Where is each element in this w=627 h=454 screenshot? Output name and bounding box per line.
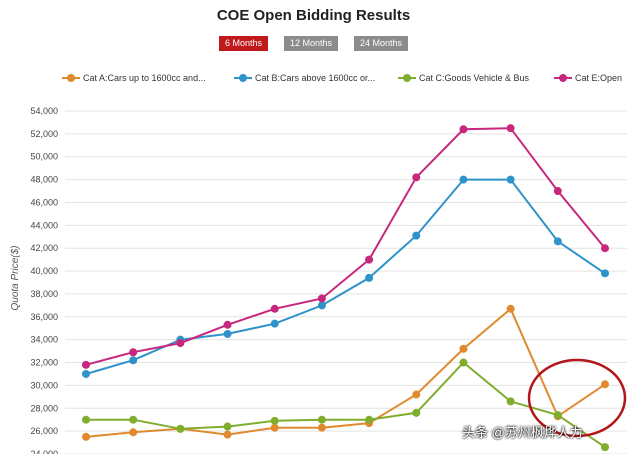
- data-point[interactable]: [506, 124, 515, 133]
- data-point[interactable]: [553, 237, 562, 246]
- y-tick-label: 48,000: [30, 175, 58, 185]
- data-point[interactable]: [129, 348, 138, 357]
- legend-marker-icon: [554, 73, 572, 83]
- y-tick-label: 52,000: [30, 129, 58, 139]
- legend-marker-icon: [62, 73, 80, 83]
- data-point[interactable]: [365, 415, 374, 424]
- y-tick-label: 36,000: [30, 312, 58, 322]
- chart-legend: Cat A:Cars up to 1600cc and... Cat B:Car…: [0, 72, 627, 86]
- series-1: [82, 175, 609, 378]
- highlight-circle: [527, 358, 627, 438]
- legend-item-cat-c[interactable]: Cat C:Goods Vehicle & Bus: [398, 72, 529, 83]
- data-point[interactable]: [553, 411, 562, 420]
- data-point[interactable]: [412, 173, 421, 182]
- series-line: [85, 178, 606, 375]
- data-point[interactable]: [270, 304, 279, 313]
- data-point[interactable]: [317, 294, 326, 303]
- data-point[interactable]: [412, 231, 421, 240]
- data-point[interactable]: [223, 320, 232, 329]
- range-button-6-months[interactable]: 6 Months: [218, 36, 268, 51]
- data-point[interactable]: [365, 273, 374, 282]
- data-point[interactable]: [270, 319, 279, 328]
- legend-label: Cat C:Goods Vehicle & Bus: [419, 72, 530, 83]
- watermark: 头条 @苏州枫烨人力: [462, 425, 583, 440]
- y-tick-label: 46,000: [30, 197, 58, 207]
- series-line: [85, 307, 606, 438]
- series-2: [82, 358, 609, 452]
- data-point[interactable]: [129, 356, 138, 365]
- y-tick-label: 42,000: [30, 243, 58, 253]
- y-tick-label: 24,000: [30, 449, 58, 454]
- y-tick-label: 26,000: [30, 426, 58, 436]
- data-point[interactable]: [459, 358, 468, 367]
- data-point[interactable]: [506, 304, 515, 313]
- legend-label: Cat E:Open: [575, 72, 623, 83]
- data-point[interactable]: [176, 424, 185, 433]
- series-line: [85, 127, 606, 366]
- y-tick-label: 50,000: [30, 152, 58, 162]
- series-group: [82, 124, 609, 452]
- data-point[interactable]: [506, 175, 515, 184]
- data-point[interactable]: [270, 416, 279, 425]
- range-button-12-months[interactable]: 12 Months: [283, 36, 339, 51]
- gridlines: [65, 110, 627, 454]
- data-point[interactable]: [82, 360, 90, 369]
- legend-marker-icon: [234, 73, 252, 83]
- data-point[interactable]: [129, 428, 138, 437]
- data-point[interactable]: [223, 430, 232, 439]
- data-point[interactable]: [82, 369, 90, 378]
- range-button-group: 6 Months 12 Months 24 Months: [0, 36, 627, 51]
- y-tick-label: 40,000: [30, 266, 58, 276]
- data-point[interactable]: [459, 175, 468, 184]
- data-point[interactable]: [176, 339, 185, 348]
- y-axis-ticks: 54,000 52,000 50,000 48,000 46,000 44,000 42,0…: [30, 106, 58, 454]
- series-line: [86, 361, 606, 448]
- y-axis-label: Quota Price($): [10, 245, 21, 310]
- data-point[interactable]: [82, 432, 90, 441]
- data-point[interactable]: [317, 301, 326, 310]
- data-point[interactable]: [82, 415, 90, 424]
- legend-item-cat-e[interactable]: Cat E:Open: [554, 72, 622, 83]
- data-point[interactable]: [365, 255, 374, 264]
- legend-marker-icon: [398, 73, 416, 83]
- y-tick-label: 30,000: [30, 380, 58, 390]
- legend-label: Cat A:Cars up to 1600cc and...: [83, 72, 206, 83]
- data-point[interactable]: [317, 423, 326, 432]
- legend-item-cat-a[interactable]: Cat A:Cars up to 1600cc and...: [62, 72, 206, 83]
- data-point[interactable]: [317, 415, 326, 424]
- data-point[interactable]: [553, 187, 562, 196]
- legend-label: Cat B:Cars above 1600cc or...: [255, 72, 376, 83]
- data-point[interactable]: [270, 423, 279, 432]
- y-tick-label: 54,000: [30, 106, 58, 116]
- data-point[interactable]: [129, 415, 138, 424]
- data-point[interactable]: [601, 244, 609, 253]
- y-tick-label: 32,000: [30, 358, 58, 368]
- data-point[interactable]: [412, 408, 421, 417]
- series-3: [82, 124, 609, 369]
- data-point[interactable]: [601, 380, 609, 389]
- y-tick-label: 34,000: [30, 335, 58, 345]
- data-point[interactable]: [459, 344, 468, 353]
- data-point[interactable]: [601, 443, 609, 452]
- y-tick-label: 44,000: [30, 220, 58, 230]
- y-tick-label: 38,000: [30, 289, 58, 299]
- data-point[interactable]: [223, 329, 232, 338]
- data-point[interactable]: [223, 422, 232, 431]
- legend-item-cat-b[interactable]: Cat B:Cars above 1600cc or...: [234, 72, 375, 83]
- data-point[interactable]: [601, 269, 609, 278]
- data-point[interactable]: [506, 397, 515, 406]
- data-point[interactable]: [412, 390, 421, 399]
- range-button-24-months[interactable]: 24 Months: [354, 36, 409, 51]
- chart-title: COE Open Bidding Results: [216, 7, 411, 24]
- y-tick-label: 28,000: [30, 403, 58, 413]
- data-point[interactable]: [459, 125, 468, 134]
